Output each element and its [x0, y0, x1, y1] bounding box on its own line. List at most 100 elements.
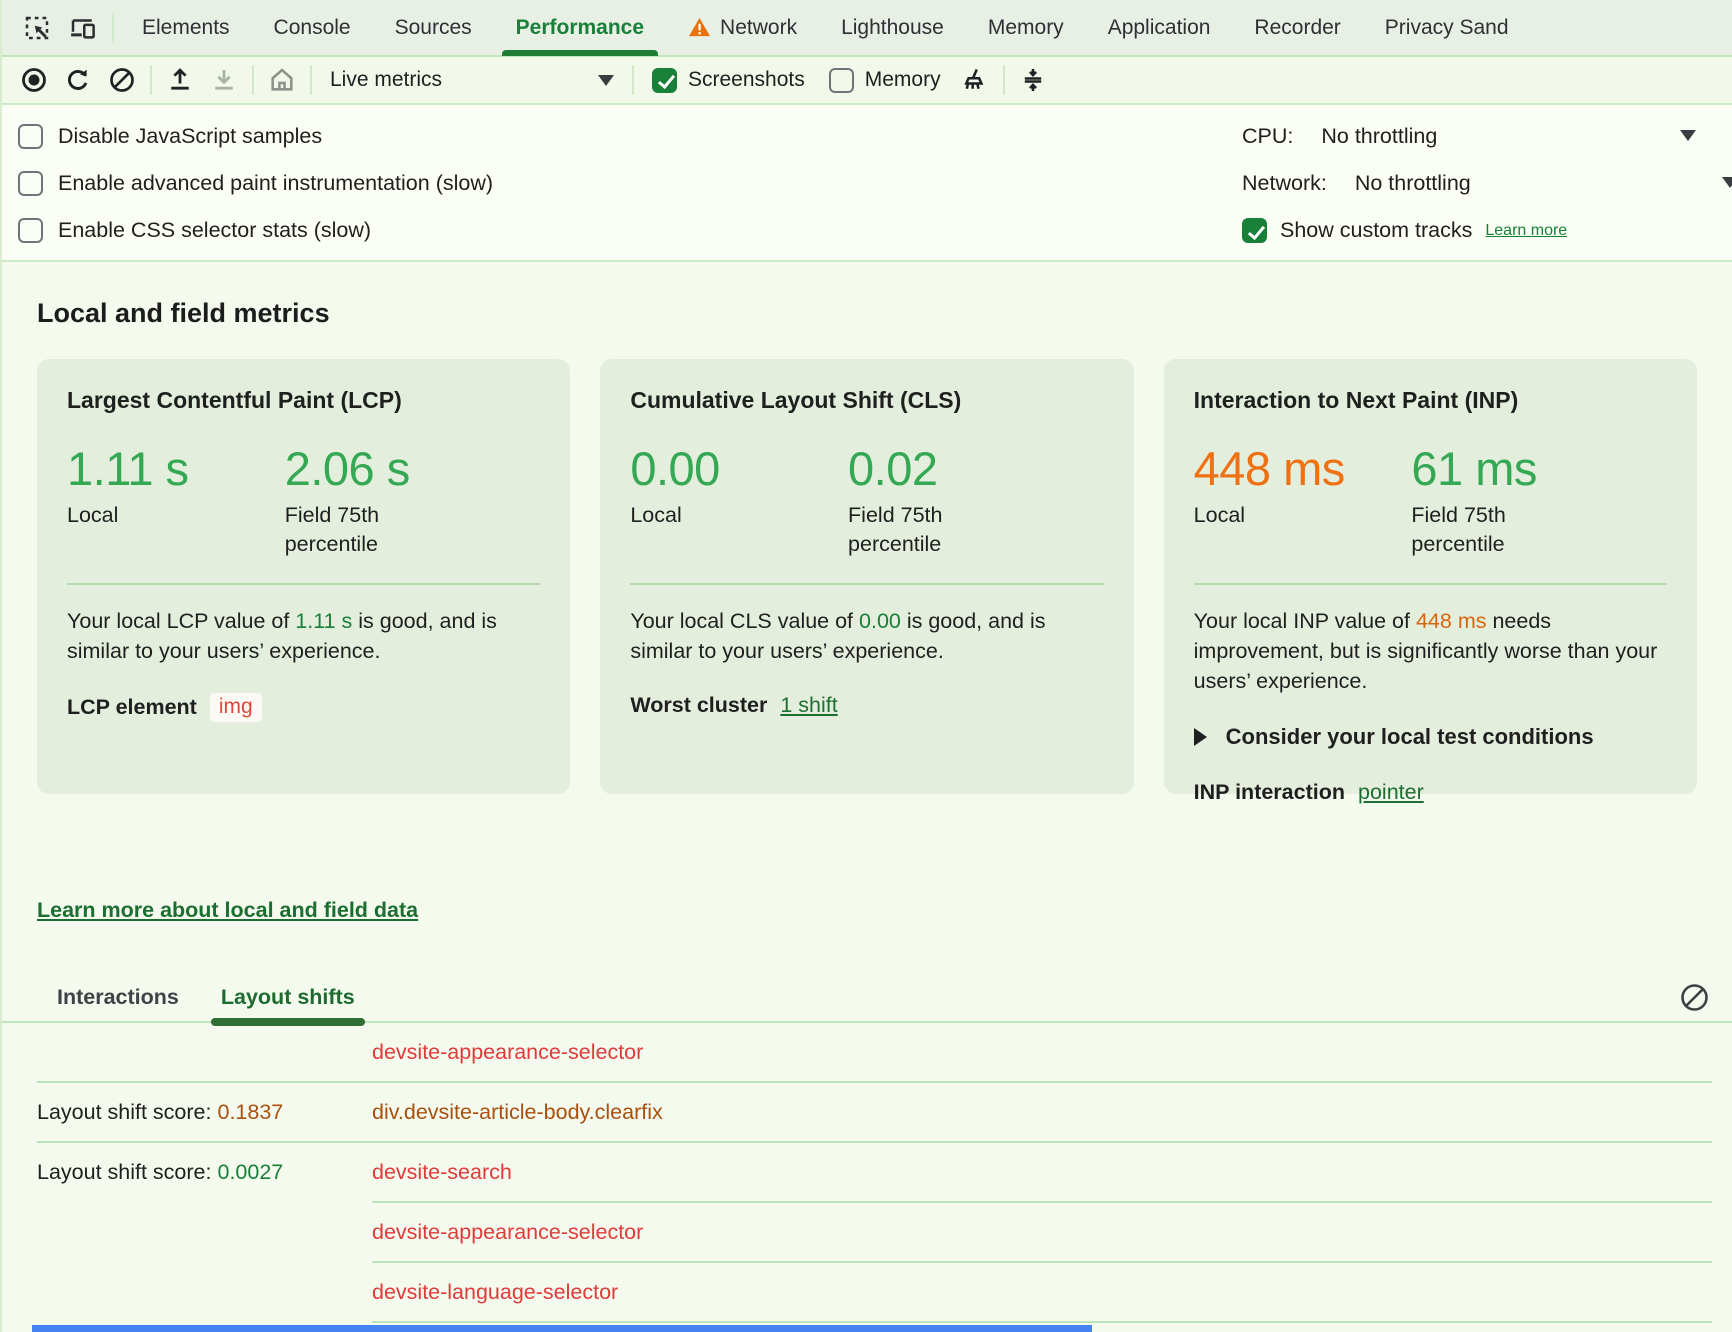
inp-interaction-label: INP interaction: [1193, 780, 1345, 805]
device-toolbar-icon[interactable]: [60, 6, 106, 50]
card-divider: [630, 583, 1104, 586]
advanced-paint-checkbox[interactable]: Enable advanced paint instrumentation (s…: [2, 160, 1732, 207]
capture-settings: Disable JavaScript samples Enable advanc…: [2, 105, 1732, 262]
score-label: Layout shift score:: [37, 1099, 212, 1124]
cpu-throttling-value: No throttling: [1321, 124, 1438, 148]
tab-label: Lighthouse: [841, 15, 944, 39]
tab-label: Elements: [142, 15, 230, 39]
checkbox-label: Disable JavaScript samples: [58, 124, 323, 148]
disable-js-samples-checkbox[interactable]: Disable JavaScript samples: [2, 113, 1732, 160]
layout-shift-row[interactable]: devsite-appearance-selector: [2, 1203, 1732, 1261]
learn-more-local-field-link[interactable]: Learn more about local and field data: [37, 898, 419, 922]
throttling-column: CPU: No throttling Network: No throttlin…: [1242, 113, 1732, 254]
chevron-down-icon: [598, 74, 614, 86]
record-and-reload-icon[interactable]: [56, 60, 100, 100]
memory-checkbox[interactable]: Memory: [828, 67, 941, 93]
checkbox-unchecked-icon: [18, 218, 43, 243]
score-value: 0.0027: [217, 1159, 284, 1184]
custom-tracks-label: Show custom tracks: [1280, 218, 1473, 242]
tab-recorder[interactable]: Recorder: [1232, 0, 1362, 56]
memory-label: Memory: [864, 68, 941, 91]
clear-icon[interactable]: [100, 60, 144, 100]
collapse-sections-icon[interactable]: [1011, 60, 1055, 100]
chevron-down-icon: [1680, 130, 1696, 141]
shift-element-link[interactable]: div.devsite-article-body.clearfix: [372, 1099, 663, 1124]
network-throttling-select[interactable]: Network: No throttling: [1242, 160, 1732, 207]
devtools-tab-bar: Elements Console Sources Performance Net…: [2, 0, 1732, 57]
screenshots-label: Screenshots: [688, 68, 805, 91]
tab-label: Recorder: [1254, 15, 1341, 39]
inp-local-value: 448 ms: [1193, 442, 1346, 495]
card-title: Cumulative Layout Shift (CLS): [630, 387, 962, 413]
tab-application[interactable]: Application: [1086, 0, 1233, 56]
history-dropdown[interactable]: Live metrics: [318, 60, 626, 100]
tab-console[interactable]: Console: [252, 0, 373, 56]
row-divider: [37, 1141, 1712, 1143]
tab-performance[interactable]: Performance: [494, 0, 666, 56]
toolbar-separator: [1002, 65, 1005, 95]
lcp-local-value: 1.11 s: [67, 442, 189, 495]
css-selector-stats-checkbox[interactable]: Enable CSS selector stats (slow): [2, 207, 1732, 254]
local-label: Local: [630, 503, 682, 528]
tab-elements[interactable]: Elements: [120, 0, 252, 56]
tab-privacy-sandbox[interactable]: Privacy Sand: [1363, 0, 1531, 56]
clear-log-icon[interactable]: [1679, 982, 1710, 1013]
screenshots-checkbox[interactable]: Screenshots: [652, 67, 805, 93]
cpu-throttling-select[interactable]: CPU: No throttling: [1242, 113, 1732, 160]
row-divider: [372, 1201, 1712, 1203]
lcp-element-chip[interactable]: img: [209, 692, 262, 722]
cls-description: Your local CLS value of 0.00 is good, an…: [630, 609, 1046, 664]
row-divider: [37, 1081, 1712, 1083]
tab-lighthouse[interactable]: Lighthouse: [819, 0, 966, 56]
inp-card: Interaction to Next Paint (INP) 448 ms L…: [1163, 359, 1697, 804]
history-dropdown-value: Live metrics: [330, 68, 443, 91]
toolbar-separator: [632, 65, 634, 95]
inp-field-value: 61 ms: [1411, 442, 1537, 495]
download-profile-icon[interactable]: [202, 60, 246, 100]
inspect-element-icon[interactable]: [14, 6, 60, 50]
cls-local-value: 0.00: [630, 442, 720, 495]
shift-element-link[interactable]: devsite-appearance-selector: [372, 1219, 644, 1244]
inp-description: Your local INP value of 448 ms needs imp…: [1193, 609, 1658, 693]
home-live-metrics-icon[interactable]: [260, 60, 304, 100]
tab-memory[interactable]: Memory: [966, 0, 1086, 56]
worst-cluster-label: Worst cluster: [630, 692, 768, 717]
lcp-field-value: 2.06 s: [284, 442, 411, 495]
tab-interactions[interactable]: Interactions: [57, 984, 179, 1009]
checkbox-checked-icon: [1242, 218, 1267, 243]
active-tab-underline: [501, 50, 659, 56]
score-label: Layout shift score:: [37, 1159, 212, 1184]
checkbox-checked-icon: [652, 67, 677, 93]
score-value: 0.1837: [217, 1099, 284, 1124]
tab-label: Sources: [394, 15, 472, 39]
gc-broom-icon[interactable]: [953, 60, 997, 100]
panel-tabs: Elements Console Sources Performance Net…: [120, 0, 1531, 56]
tab-layout-shifts[interactable]: Layout shifts: [210, 972, 365, 1026]
record-icon[interactable]: [12, 60, 56, 100]
show-custom-tracks-checkbox[interactable]: Show custom tracks Learn more: [1242, 207, 1732, 254]
local-test-conditions-disclosure[interactable]: Consider your local test conditions: [1193, 724, 1667, 750]
worst-cluster-link[interactable]: 1 shift: [780, 692, 838, 717]
custom-tracks-learn-more-link[interactable]: Learn more: [1485, 221, 1568, 239]
inp-interaction-link[interactable]: pointer: [1358, 780, 1424, 805]
card-divider: [67, 583, 541, 586]
shift-element-link[interactable]: devsite-appearance-selector: [372, 1039, 644, 1064]
shift-element-link[interactable]: devsite-language-selector: [372, 1279, 619, 1304]
toolbar-separator: [252, 65, 254, 95]
tab-sources[interactable]: Sources: [373, 0, 494, 56]
upload-profile-icon[interactable]: [158, 60, 202, 100]
checkbox-unchecked-icon: [18, 171, 43, 196]
expand-triangle-icon: [1193, 728, 1207, 747]
field-label: Field 75th percentile: [848, 503, 943, 557]
shift-element-link[interactable]: devsite-search: [372, 1159, 512, 1184]
local-label: Local: [67, 503, 119, 528]
layout-shift-row[interactable]: Layout shift score: 0.0027 devsite-search: [2, 1143, 1732, 1201]
layout-shift-row[interactable]: Layout shift score: 0.1837 div.devsite-ar…: [2, 1083, 1732, 1141]
layout-shift-row[interactable]: devsite-appearance-selector: [2, 1023, 1732, 1081]
tab-label: Memory: [987, 15, 1064, 39]
local-field-metrics-section: Local and field metrics Largest Contentf…: [2, 298, 1732, 923]
disclosure-label: Consider your local test conditions: [1225, 724, 1594, 750]
layout-shift-row[interactable]: devsite-language-selector: [2, 1263, 1732, 1321]
score-cell: Layout shift score: 0.1837: [37, 1100, 372, 1125]
tab-network[interactable]: Network: [666, 0, 819, 56]
